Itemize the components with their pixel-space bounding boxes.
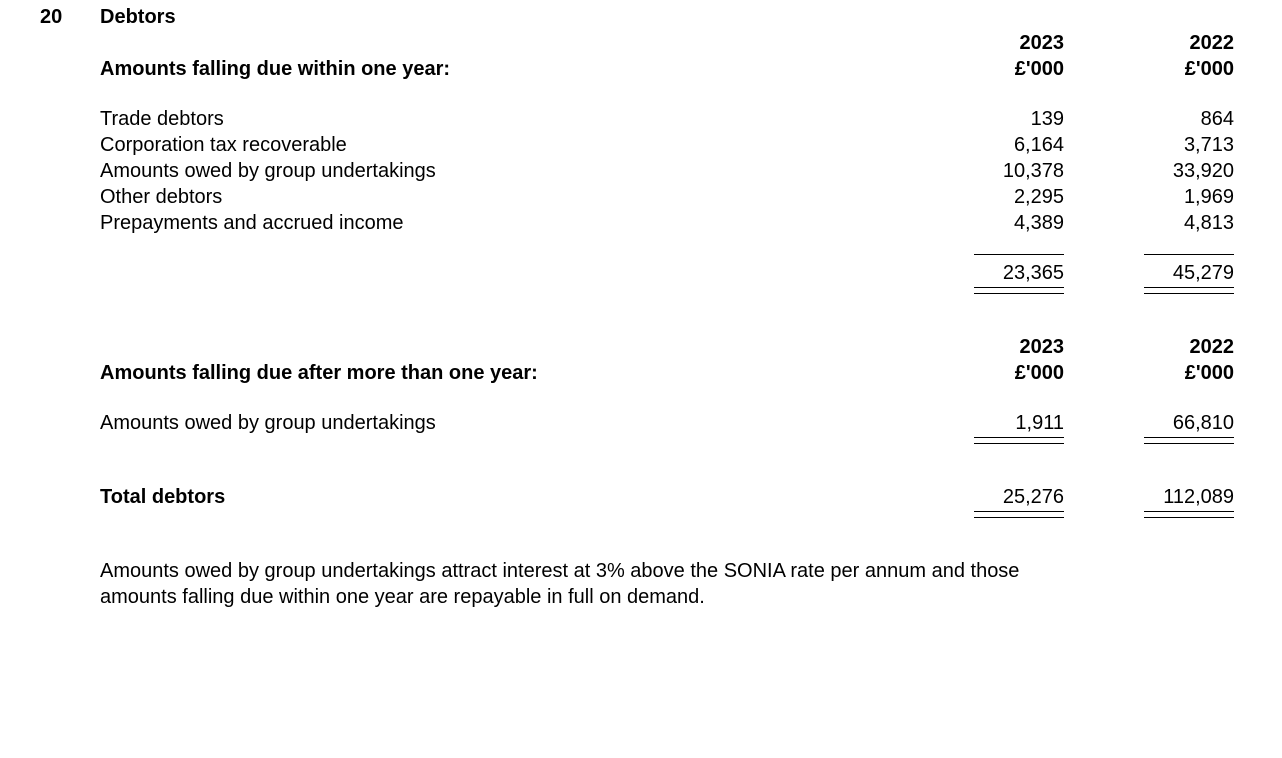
section1-subtotal-2022: 45,279 xyxy=(1070,260,1240,286)
row-val-2023: 1,911 xyxy=(900,410,1070,436)
row-val-2022: 3,713 xyxy=(1070,132,1240,158)
row-label: Prepayments and accrued income xyxy=(100,210,900,236)
year-col-1: 2023 xyxy=(900,30,1070,56)
note-title: Debtors xyxy=(100,4,1240,30)
year-col-1: 2023 xyxy=(900,334,1070,360)
total-label: Total debtors xyxy=(100,484,900,510)
table-row: Trade debtors 139 864 xyxy=(100,106,1240,132)
row-val-2023: 10,378 xyxy=(900,158,1070,184)
section2-heading: Amounts falling due after more than one … xyxy=(100,360,900,386)
row-label: Amounts owed by group undertakings xyxy=(100,410,900,436)
section1-heading: Amounts falling due within one year: xyxy=(100,56,900,82)
unit-header-row-2: Amounts falling due after more than one … xyxy=(100,360,1240,386)
unit-col-1: £'000 xyxy=(900,360,1070,386)
table-row: Amounts owed by group undertakings 1,911… xyxy=(100,410,1240,436)
year-col-2: 2022 xyxy=(1070,334,1240,360)
unit-col-2: £'000 xyxy=(1070,56,1240,82)
row-val-2023: 2,295 xyxy=(900,184,1070,210)
year-header-row-2: 2023 2022 xyxy=(100,334,1240,360)
table-row: Amounts owed by group undertakings 10,37… xyxy=(100,158,1240,184)
table-row: Corporation tax recoverable 6,164 3,713 xyxy=(100,132,1240,158)
total-2022: 112,089 xyxy=(1070,484,1240,510)
section1-subtotal-2023: 23,365 xyxy=(900,260,1070,286)
row-val-2023: 6,164 xyxy=(900,132,1070,158)
note-20-debtors: 20 Debtors 2023 2022 Amounts falling due… xyxy=(40,4,1242,610)
row-val-2022: 33,920 xyxy=(1070,158,1240,184)
row-label: Trade debtors xyxy=(100,106,900,132)
section1-subtotal-row: 23,365 45,279 xyxy=(100,260,1240,286)
unit-col-2: £'000 xyxy=(1070,360,1240,386)
row-val-2023: 4,389 xyxy=(900,210,1070,236)
total-row: Total debtors 25,276 112,089 xyxy=(100,484,1240,510)
footnote-text: Amounts owed by group undertakings attra… xyxy=(100,558,1080,610)
unit-header-row-1: Amounts falling due within one year: £'0… xyxy=(100,56,1240,82)
total-2023: 25,276 xyxy=(900,484,1070,510)
note-number: 20 xyxy=(40,4,100,610)
row-val-2022: 66,810 xyxy=(1070,410,1240,436)
year-header-row: 2023 2022 xyxy=(100,30,1240,56)
table-row: Other debtors 2,295 1,969 xyxy=(100,184,1240,210)
year-col-2: 2022 xyxy=(1070,30,1240,56)
row-val-2022: 1,969 xyxy=(1070,184,1240,210)
row-val-2022: 4,813 xyxy=(1070,210,1240,236)
note-body: Debtors 2023 2022 Amounts falling due wi… xyxy=(100,4,1242,610)
unit-col-1: £'000 xyxy=(900,56,1070,82)
row-label: Other debtors xyxy=(100,184,900,210)
row-label: Amounts owed by group undertakings xyxy=(100,158,900,184)
row-label: Corporation tax recoverable xyxy=(100,132,900,158)
table-row: Prepayments and accrued income 4,389 4,8… xyxy=(100,210,1240,236)
row-val-2022: 864 xyxy=(1070,106,1240,132)
row-val-2023: 139 xyxy=(900,106,1070,132)
